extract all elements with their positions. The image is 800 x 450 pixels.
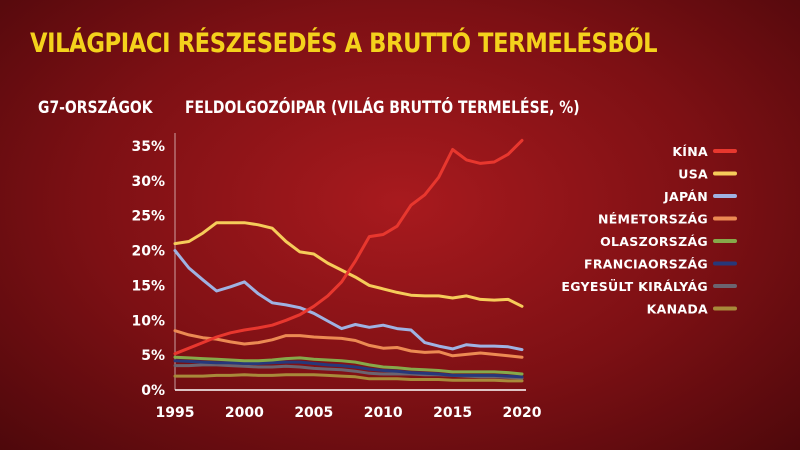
y-tick-label: 15% bbox=[131, 278, 165, 294]
chart-subtitle-metric: FELDOLGOZÓIPAR (VILÁG BRUTTÓ TERMELÉSE, … bbox=[185, 98, 580, 118]
chart-subtitle-region: G7-ORSZÁGOK bbox=[38, 98, 153, 118]
y-tick-label: 0% bbox=[141, 383, 165, 399]
x-tick-label: 1995 bbox=[156, 405, 195, 421]
page-title: VILÁGPIACI RÉSZESEDÉS A BRUTTÓ TERMELÉSB… bbox=[30, 28, 658, 59]
x-tick-label: 2020 bbox=[503, 405, 542, 421]
x-axis-ticks: 1995 2000 2005 2010 2015 2020 bbox=[156, 405, 542, 421]
y-tick-label: 5% bbox=[141, 348, 165, 364]
legend-label: USA bbox=[678, 167, 708, 182]
legend-label: KÍNA bbox=[672, 144, 708, 159]
y-tick-label: 25% bbox=[131, 209, 165, 225]
y-tick-label: 10% bbox=[131, 313, 165, 329]
x-tick-label: 2015 bbox=[433, 405, 472, 421]
legend-label: FRANCIAORSZÁG bbox=[584, 257, 708, 272]
y-axis-ticks: 0% 5% 10% 15% 20% 25% 30% 35% bbox=[131, 139, 165, 399]
series-line-kanada bbox=[173, 373, 524, 383]
legend-label: NÉMETORSZÁG bbox=[598, 212, 708, 227]
legend-label: OLASZORSZÁG bbox=[600, 234, 708, 249]
x-tick-label: 2000 bbox=[225, 405, 264, 421]
y-tick-label: 35% bbox=[131, 139, 165, 155]
series-line-kína bbox=[173, 138, 524, 356]
series-line-franciaország bbox=[173, 359, 524, 379]
x-tick-label: 2005 bbox=[294, 405, 333, 421]
series-line-olaszország bbox=[173, 355, 524, 376]
series-line-usa bbox=[173, 221, 524, 308]
chart-legend: KÍNA USA JAPÁN NÉMETORSZÁG OLASZORSZÁG FRANCI… bbox=[561, 144, 737, 317]
series-line-japán bbox=[173, 249, 524, 352]
y-tick-label: 30% bbox=[131, 174, 165, 190]
chart-series-lines bbox=[173, 138, 524, 383]
x-tick-label: 2010 bbox=[364, 405, 403, 421]
y-tick-label: 20% bbox=[131, 244, 165, 260]
legend-label: EGYESÜLT KIRÁLYÁG bbox=[561, 279, 708, 294]
legend-label: JAPÁN bbox=[663, 189, 708, 204]
chart-axes bbox=[174, 133, 526, 391]
series-line-németország bbox=[173, 329, 524, 359]
legend-label: KANADA bbox=[647, 302, 708, 317]
